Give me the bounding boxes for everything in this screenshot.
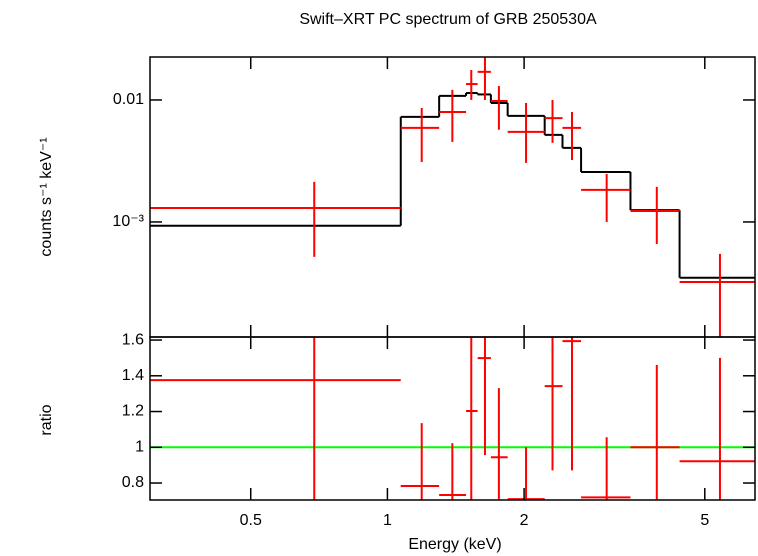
chart-title: Swift–XRT PC spectrum of GRB 250530A [299, 11, 597, 28]
y-tick-label: 0.8 [122, 474, 144, 491]
x-tick-label: 0.5 [240, 512, 262, 529]
y-axis-label: ratio [38, 404, 55, 435]
frame [149, 336, 756, 501]
y-tick-label: 0.01 [113, 91, 144, 108]
x-tick-label: 1 [383, 512, 392, 529]
x-tick-label: 2 [520, 512, 529, 529]
x-tick-label: 5 [700, 512, 709, 529]
bottom-panel [150, 337, 755, 500]
y-tick-label: 1.4 [122, 367, 144, 384]
y-axis-label: counts s⁻¹ keV⁻¹ [38, 137, 55, 256]
y-tick-label: 1.2 [122, 403, 144, 420]
y-tick-label: 1 [135, 438, 144, 455]
axes: 0.01 10⁻³ 0.8 1 1.2 1.4 1.6 0.5 1 2 5 [112, 57, 755, 529]
y-tick-label: 1.6 [122, 331, 144, 348]
y-tick-label: 10⁻³ [112, 213, 144, 230]
x-axis-label: Energy (keV) [408, 536, 501, 553]
top-panel [150, 57, 755, 337]
